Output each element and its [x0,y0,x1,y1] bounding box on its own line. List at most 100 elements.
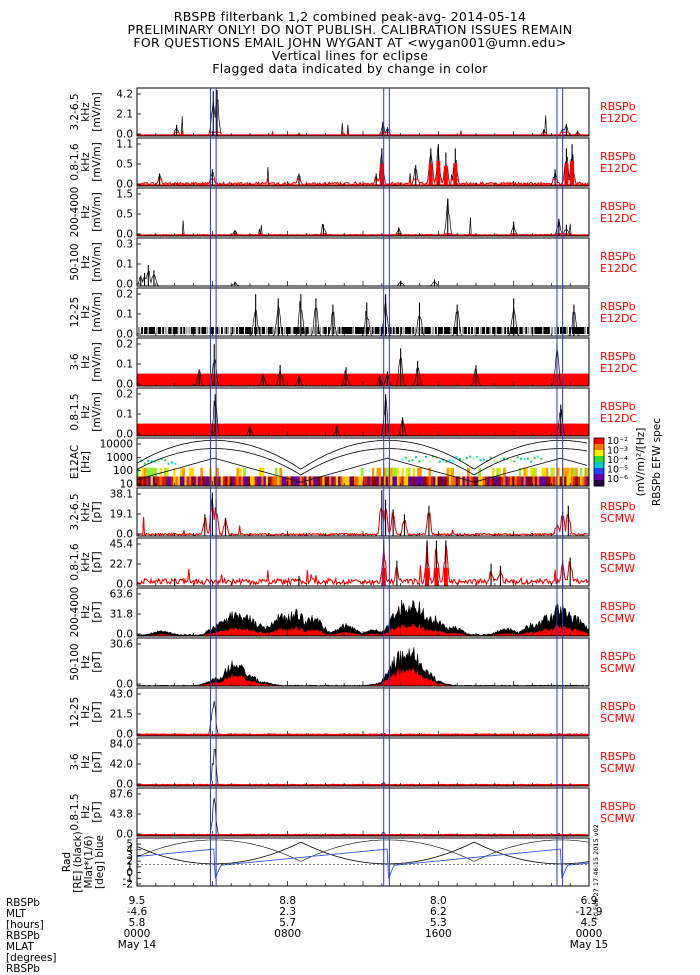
spectrogram-cell [446,476,450,486]
spectrogram-cell [184,476,188,486]
y-axis-label: 12-25 [69,297,81,328]
spectrogram-cell [464,467,468,477]
barcode-gap [272,327,274,334]
spectrogram-cell [509,459,512,462]
barcode-gap [353,327,356,334]
spectrogram-cell [419,476,423,486]
spectrogram-cell [466,467,470,477]
spectrogram-cell [459,458,462,461]
flagged-trace [136,733,589,737]
spectrogram-cell [396,476,400,486]
spectrogram-cell [252,476,256,486]
y-tick-label: 2 [126,856,133,868]
spectrogram-cell [471,467,475,477]
spectrogram-cell [204,476,208,486]
spectrogram-cell [150,460,153,463]
peak-trace [136,199,589,237]
y-tick-label: 42.0 [110,759,133,771]
y-tick-label: 0.0 [116,129,133,141]
barcode-gap [457,327,460,334]
spectrogram-cell [428,476,432,486]
spectrogram-cell [417,467,420,477]
spectrogram-cell [283,476,287,486]
barcode-gap [394,327,396,334]
spectrogram-cell [324,476,328,486]
spectrogram-cell [315,476,319,486]
spectrogram-cell [513,460,516,463]
spectrogram-cell [344,476,348,486]
spectrogram-cell [157,467,161,477]
header-contact: FOR QUESTIONS EMAIL JOHN WYGANT AT <wyga… [133,35,567,50]
barcode-gap [518,327,520,334]
spectrogram-cell [414,467,418,477]
y-axis-label: [pT] [91,651,103,672]
barcode-gap [165,327,167,334]
spectrogram-cell [503,476,506,486]
spectrogram-cell [479,459,482,462]
spectrogram-cell [462,459,465,462]
flagged-envelope [137,666,589,686]
y-axis-label: Hz [80,655,92,669]
spectrogram-cell [498,467,502,477]
flag-barcode [137,327,589,334]
barcode-gap [472,327,475,334]
spectrogram-cell [438,460,441,463]
spectrogram-cell [256,476,260,486]
spectrogram-cell [216,467,219,477]
spectrogram-cell [452,460,455,463]
barcode-gap [527,327,529,334]
barcode-gap [491,327,493,334]
spectrogram-cell [306,476,310,486]
spectrogram-cell [360,476,364,486]
barcode-gap [260,327,262,334]
spectrogram-cell [333,476,337,486]
spectrogram-cell [292,476,296,486]
barcode-gap [584,327,586,334]
spectrogram-cell [367,476,371,486]
barcode-gap [222,327,224,334]
spectrogram-cell [313,476,317,486]
y-axis-label: [mV/m] [91,142,103,181]
spectrogram-cell [570,476,574,486]
barcode-gap [364,327,366,334]
instrument-label: E12DC [600,262,637,275]
spectrogram-cell [243,467,246,477]
barcode-gap [522,327,524,334]
spectrogram-cell [243,476,246,486]
barcode-gap [384,327,386,334]
barcode-gap [585,327,588,334]
spectrogram-cell [340,476,344,486]
barcode-gap [436,327,438,334]
y-axis-label: [pT] [91,751,103,772]
spectrogram-cell [451,476,454,486]
barcode-gap [566,327,568,334]
spectrogram-cell [577,476,581,486]
barcode-gap [433,327,435,334]
spectrogram-cell [421,476,425,486]
y-axis-label: 50-100 [69,243,81,280]
version-stamp: Fri Feb 27 17:46:15 2015 v02 [592,824,600,920]
barcode-gap [283,327,285,334]
y-axis-label: [pT] [91,601,103,622]
spectrogram-cell [487,467,491,477]
spectrogram-cell [473,476,477,486]
spectrogram-cell [372,476,375,486]
barcode-gap [549,327,551,334]
spectrogram-cell [326,476,330,486]
spectrogram-cell [394,476,398,486]
y-tick-label: 0.0 [116,529,133,541]
spectrogram-cell [534,476,538,486]
peak-trace [136,540,589,586]
flagged-trace [136,178,589,187]
spectrogram-cell [320,476,323,486]
barcode-gap [161,327,163,334]
spectrogram-cell [272,476,276,486]
spectrogram-cell [478,476,482,486]
spectrogram-cell [582,467,585,477]
instrument-label: SCMW [600,562,635,575]
barcode-gap [379,327,381,334]
